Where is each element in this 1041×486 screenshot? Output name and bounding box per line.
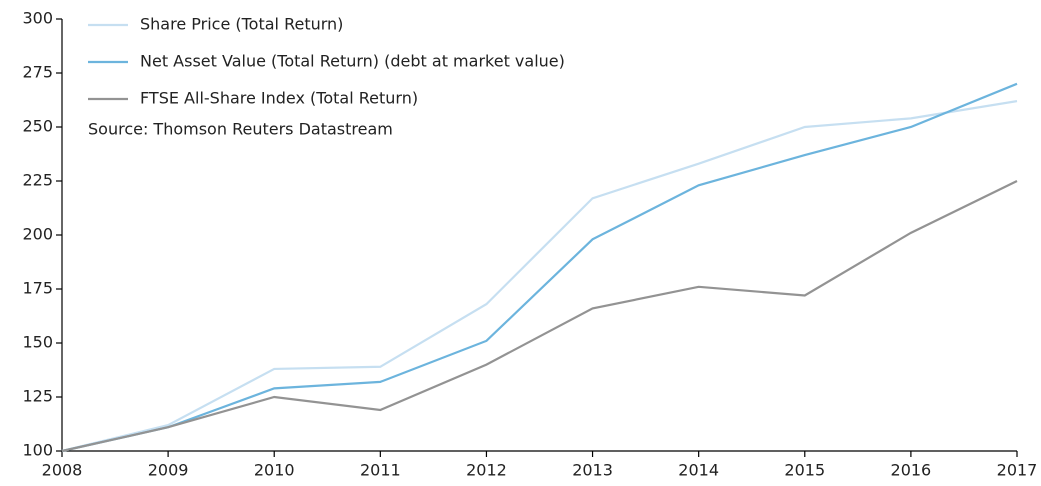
y-tick-label: 175 (22, 279, 53, 298)
x-tick-label: 2012 (466, 461, 507, 480)
y-tick-label: 225 (22, 171, 53, 190)
legend-label: FTSE All-Share Index (Total Return) (140, 89, 418, 108)
legend-label: Net Asset Value (Total Return) (debt at … (140, 52, 565, 71)
x-tick-label: 2017 (997, 461, 1038, 480)
y-tick-label: 100 (22, 441, 53, 460)
x-tick-label: 2014 (678, 461, 719, 480)
x-tick-label: 2016 (891, 461, 932, 480)
series-line (61, 99, 1018, 453)
legend-label: Share Price (Total Return) (140, 15, 343, 34)
series-line (61, 82, 1018, 453)
series-line (61, 180, 1018, 453)
y-tick-label: 150 (22, 333, 53, 352)
y-tick-label: 300 (22, 9, 53, 28)
x-tick-label: 2008 (42, 461, 83, 480)
y-tick-label: 125 (22, 387, 53, 406)
x-tick-label: 2010 (254, 461, 295, 480)
y-tick-label: 275 (22, 63, 53, 82)
x-tick-label: 2011 (360, 461, 401, 480)
x-tick-label: 2009 (148, 461, 189, 480)
y-tick-label: 200 (22, 225, 53, 244)
y-tick-label: 250 (22, 117, 53, 136)
annotation: Source: Thomson Reuters Datastream (88, 120, 393, 139)
x-tick-label: 2013 (572, 461, 613, 480)
x-tick-label: 2015 (784, 461, 825, 480)
